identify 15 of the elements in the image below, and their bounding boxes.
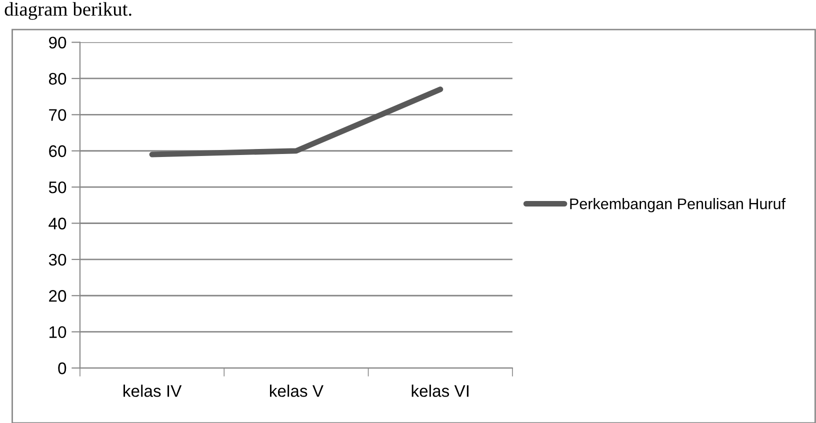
- y-tick-label: 90: [49, 36, 66, 49]
- y-tick-label: 20: [49, 290, 66, 302]
- x-tick-label: kelas V: [270, 384, 324, 397]
- x-tick-label: kelas IV: [124, 384, 182, 397]
- y-tick-label: 50: [48, 181, 66, 194]
- y-tick-label: 10: [50, 326, 66, 338]
- y-tick-label: 0: [58, 362, 66, 374]
- y-tick-label: 40: [48, 218, 66, 230]
- x-tick-label: kelas VI: [412, 384, 468, 397]
- y-tick-label: 60: [49, 145, 66, 158]
- text: diagram berikut.: [4, 2, 132, 20]
- y-tick-label: 80: [48, 72, 66, 85]
- y-tick-label: 70: [49, 109, 66, 121]
- legend-label: Perkembangan Penulisan Huruf: [570, 198, 786, 212]
- y-tick-label: 30: [48, 254, 66, 266]
